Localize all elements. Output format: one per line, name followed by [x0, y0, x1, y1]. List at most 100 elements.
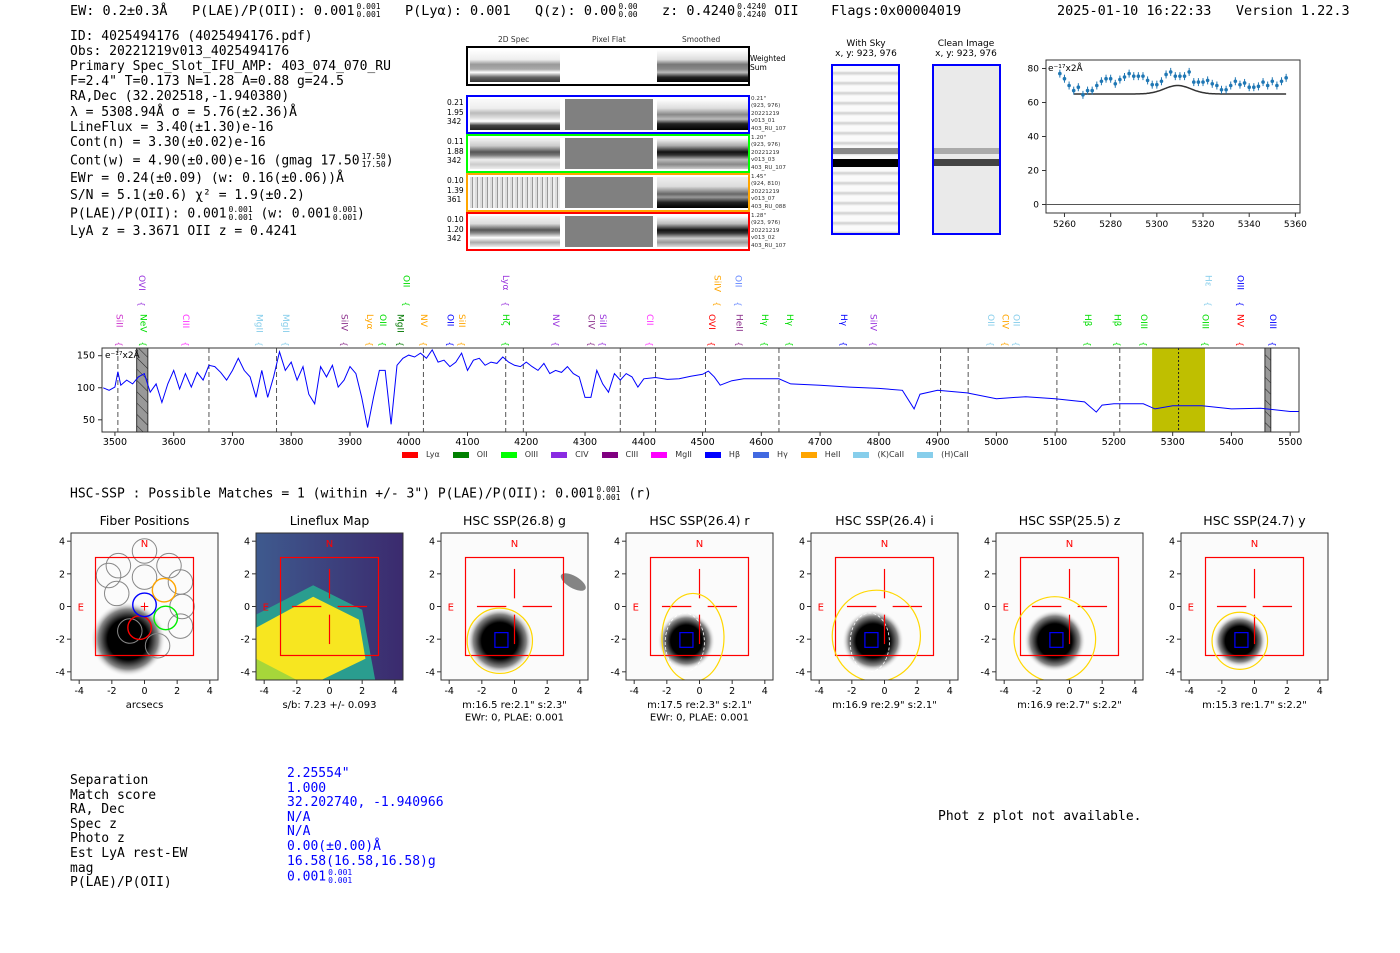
upper: 0.001: [328, 868, 353, 878]
line-bracket-icon: {: [1236, 301, 1245, 306]
line-label: Hβ: [1111, 314, 1121, 327]
x-tick-label: 2: [544, 686, 550, 697]
panel-caption: arcsecs: [126, 700, 164, 711]
x-tick-label: 3800: [279, 437, 303, 448]
x-tick-label: 3700: [220, 437, 244, 448]
match-value-text: 0.00(±0.00)Å: [287, 838, 381, 854]
plae-range: 0.001 0.001: [229, 206, 253, 222]
panel-title: HSC SSP(26.4) i: [835, 515, 933, 528]
data-point: [1201, 80, 1205, 84]
x-tick-label: 2: [1099, 686, 1105, 697]
info-primary: Primary Spec_Slot_IFU_AMP: 403_074_070_R…: [70, 59, 391, 74]
line-bracket-icon: {: [839, 341, 848, 346]
data-point: [1131, 74, 1136, 78]
data-point: [1205, 78, 1210, 83]
east-label: E: [448, 603, 454, 614]
panel-title: HSC SSP(25.5) z: [1019, 515, 1121, 528]
legend-label: OII: [476, 450, 488, 459]
line-bracket-icon: {: [1236, 341, 1245, 346]
unit-label: e⁻¹⁷x2Å: [105, 349, 141, 361]
fiber-circle: [117, 618, 143, 644]
line-label: OII: [444, 314, 454, 326]
aperture-box: [834, 556, 935, 657]
y-tick-label: -4: [981, 667, 990, 678]
with-sky-label: With Sky: [846, 39, 886, 49]
fiber-circle: [103, 580, 130, 607]
x-tick-label: -4: [814, 686, 823, 697]
line-bracket-icon: {: [378, 341, 387, 346]
lower: 0.00: [618, 10, 638, 19]
spec2d-row: [466, 95, 750, 134]
match-label: Spec z: [70, 816, 117, 832]
data-point: [1141, 74, 1145, 78]
lower: 0.001: [356, 10, 381, 19]
line-bracket-icon: {: [1083, 341, 1092, 346]
x-tick-label: 4800: [867, 437, 891, 448]
aperture-box: [1019, 556, 1120, 657]
line-label: Hγ: [784, 314, 794, 327]
y-tick-label: 2: [614, 569, 620, 580]
counterpart-ellipse: [831, 589, 922, 680]
info-id: ID: 4025494176 (4025494176.pdf): [70, 29, 313, 44]
line-bracket-icon: {: [734, 341, 743, 346]
match-value-text: 0.001: [287, 869, 327, 885]
legend-swatch: [601, 452, 618, 458]
line-bracket-icon: {: [401, 301, 410, 306]
y-tick-label: 0: [244, 602, 250, 613]
line-label: MgII: [394, 314, 404, 333]
line-bracket-icon: {: [1203, 301, 1212, 306]
data-point: [1187, 70, 1191, 74]
info-lineflux: LineFlux = 3.40(±1.30)e-16: [70, 120, 274, 135]
line-fit-chart: 5260 5280 5300 5320 5340 5360 0 20 40 60 80 e⁻¹⁷x2Å: [1028, 59, 1307, 230]
col-header-pixel-flat: Pixel Flat: [592, 35, 626, 44]
with-sky-title: With Sky x, y: 923, 976: [831, 39, 901, 59]
clean-xy: x, y: 923, 976: [935, 49, 997, 59]
line-bracket-icon: {: [760, 341, 769, 346]
lineflux-corner: [256, 658, 297, 680]
y-tick-label: -4: [796, 667, 805, 678]
x-tick-label: 5340: [1238, 220, 1261, 230]
data-point: [1108, 76, 1113, 81]
aperture-ellipse: [849, 612, 890, 673]
line-bracket-icon: {: [1268, 341, 1277, 346]
north-label: N: [511, 539, 518, 550]
legend-item: CIII: [601, 450, 638, 460]
y-tick-label: 60: [1028, 99, 1040, 109]
legend-label: Lyα: [426, 450, 440, 459]
line-label: NeV: [138, 314, 148, 333]
line-bracket-icon: {: [501, 301, 510, 306]
panel-title: Lineflux Map: [290, 515, 370, 528]
info-ewr: EWr = 0.24(±0.09) (w: 0.16(±0.06))Å: [70, 171, 344, 186]
row-meta-line: 1.28": [751, 213, 767, 219]
data-point: [1155, 82, 1159, 87]
east-label: E: [263, 603, 269, 614]
x-tick-label: 3900: [338, 437, 362, 448]
x-tick-label: 4: [577, 686, 583, 697]
line-bracket-icon: {: [713, 301, 722, 306]
header-plae: P(LAE)/P(OII): 0.001: [191, 3, 355, 19]
panel-caption: s/b: 7.23 +/- 0.093: [282, 700, 376, 711]
row-left-value: 342: [447, 234, 462, 243]
data-point: [1095, 83, 1099, 88]
x-tick-label: 5280: [1099, 220, 1122, 230]
y-tick-label: 2: [1169, 569, 1175, 580]
data-point: [1058, 71, 1062, 76]
x-tick-label: 4200: [514, 437, 538, 448]
panel-caption: EWr: 0, PLAE: 0.001: [650, 713, 749, 724]
info-params: F=2.4" T=0.173 N=1.28 A=0.88 g=24.5: [70, 74, 344, 89]
row-meta-line: 403_RU_107: [751, 242, 786, 249]
line-label: Hε: [1202, 275, 1212, 287]
match-label: RA, Dec: [70, 802, 125, 818]
y-tick-label: 4: [429, 537, 435, 548]
x-tick-label: 3500: [103, 437, 127, 448]
plot-frame: [101, 347, 1300, 433]
x-tick-label: 4: [207, 686, 213, 697]
y-tick-label: 2: [799, 569, 805, 580]
match-value: 0.00(±0.00)Å: [287, 838, 444, 855]
data-point: [1233, 79, 1238, 84]
panel-caption: m:16.5 re:2.1" s:2.3": [462, 700, 567, 711]
legend-item: OIII: [500, 450, 538, 460]
legend-swatch: [551, 452, 568, 458]
legend-swatch: [500, 452, 517, 458]
legend-item: Lyα: [402, 450, 440, 460]
